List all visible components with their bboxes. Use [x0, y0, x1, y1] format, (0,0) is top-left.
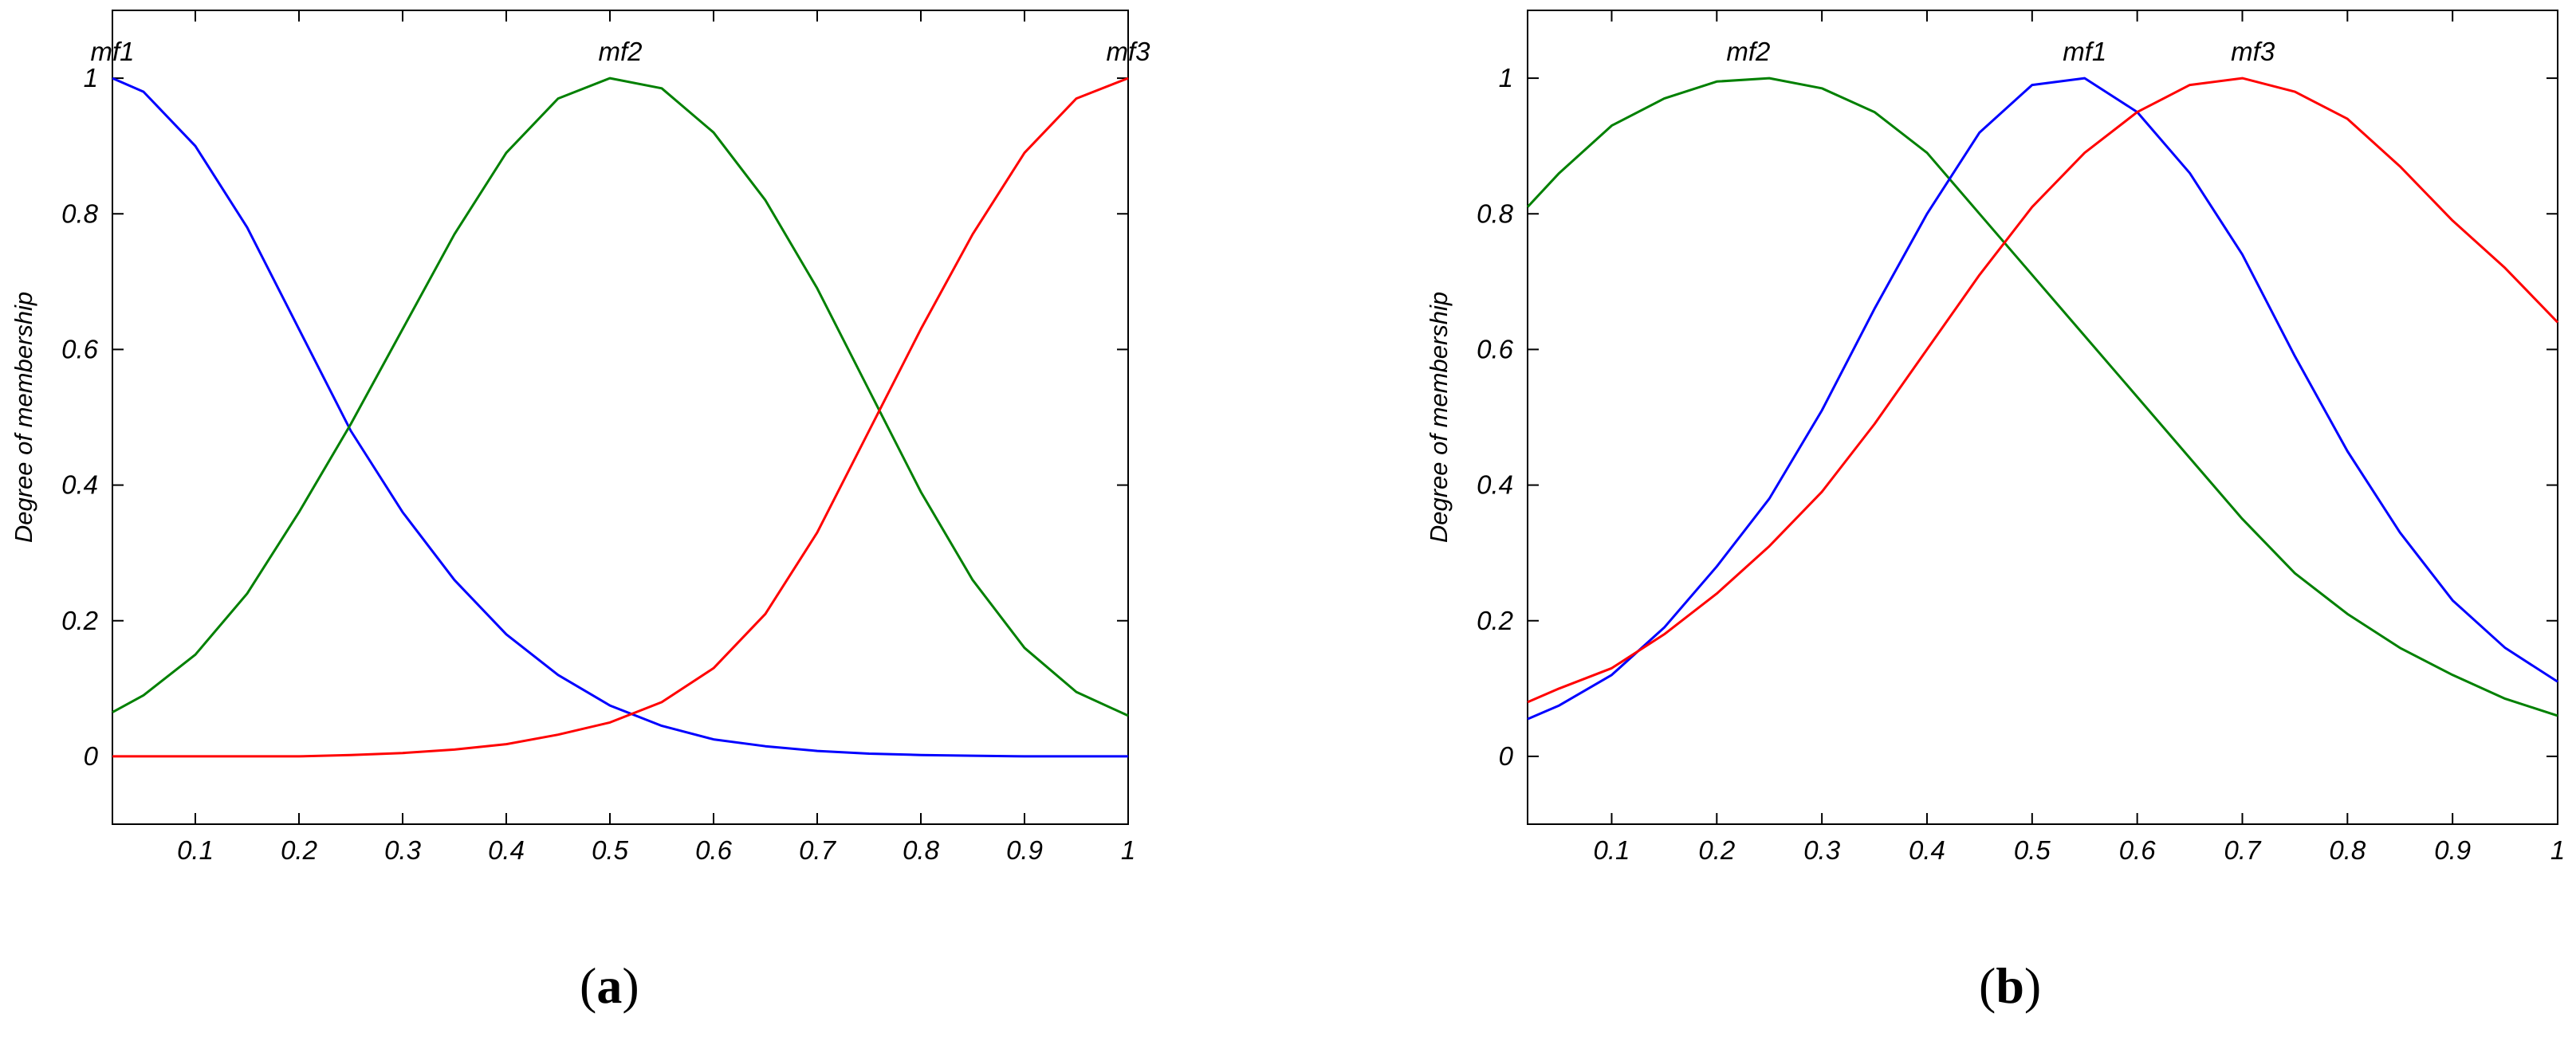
caption-b-letter: b	[1996, 957, 2024, 1014]
x-tick-label: 0.8	[903, 835, 940, 865]
chart-panel-a: 0.1 0.2 0.3 0.4 0.5 0.6 0.7 0.8 0.9 1 0 0.2 0.4 0.6 0.…	[10, 10, 1150, 865]
series-label-mf2: mf2	[1726, 37, 1770, 66]
x-tick-label: 0.2	[281, 835, 317, 865]
y-tick-label: 0.6	[61, 334, 99, 363]
y-tick-label: 1	[1499, 63, 1513, 92]
y-tick-label: 0.8	[1477, 198, 1514, 228]
x-tick-label: 1	[1121, 835, 1135, 865]
series-label-mf1: mf1	[2063, 37, 2106, 66]
y-axis-title: Degree of membership	[1425, 292, 1453, 543]
y-tick-label: 0.8	[61, 198, 99, 228]
series-line-mf2	[1526, 77, 2558, 717]
y-tick-label: 0	[1499, 741, 1514, 771]
y-tick-label: 0	[84, 741, 99, 771]
y-tick-label: 0.4	[61, 470, 98, 500]
y-tick-label: 0.6	[1477, 334, 1514, 363]
series-label-mf3: mf3	[2231, 37, 2275, 66]
x-tick-label: 1	[2550, 835, 2565, 865]
y-tick-label: 1	[84, 63, 98, 92]
plot-frame	[112, 10, 1129, 825]
y-axis-title: Degree of membership	[10, 292, 37, 543]
caption-b: (b)	[1979, 957, 2042, 1014]
x-tick-label: 0.9	[1006, 835, 1043, 865]
x-tick-label: 0.7	[2224, 835, 2263, 865]
series-line-mf2	[112, 77, 1129, 717]
x-tick-label: 0.8	[2329, 835, 2366, 865]
x-tick-label: 0.9	[2434, 835, 2471, 865]
y-tick-label: 0.2	[1477, 606, 1513, 635]
chart-panel-b: 0.1 0.2 0.3 0.4 0.5 0.6 0.7 0.8 0.9 1 0 0.2 0.4 0.6 0.…	[1425, 10, 2565, 865]
x-tick-label: 0.4	[1909, 835, 1945, 865]
x-tick-label: 0.6	[2119, 835, 2157, 865]
plot-frame	[1527, 10, 2558, 825]
x-tick-label: 0.7	[799, 835, 837, 865]
x-tick-label: 0.5	[2014, 835, 2051, 865]
x-tick-label: 0.1	[177, 835, 214, 865]
x-tick-label: 0.3	[1803, 835, 1841, 865]
series-label-mf3: mf3	[1106, 37, 1150, 66]
series-label-mf2: mf2	[598, 37, 642, 66]
x-tick-label: 0.6	[695, 835, 733, 865]
x-tick-label: 0.5	[592, 835, 629, 865]
y-tick-label: 0.2	[61, 606, 98, 635]
caption-a-letter: a	[596, 957, 623, 1014]
x-tick-label: 0.2	[1698, 835, 1735, 865]
series-line-mf3	[1527, 77, 2559, 704]
series-line-mf1	[1527, 77, 2558, 721]
series-line-mf3	[112, 77, 1129, 758]
x-tick-label: 0.3	[384, 835, 422, 865]
x-tick-label: 0.4	[488, 835, 525, 865]
series-label-mf1: mf1	[90, 37, 134, 66]
x-tick-label: 0.1	[1594, 835, 1630, 865]
series-line-mf1	[112, 77, 1128, 758]
caption-a: (a)	[580, 957, 639, 1014]
y-tick-label: 0.4	[1477, 470, 1513, 500]
